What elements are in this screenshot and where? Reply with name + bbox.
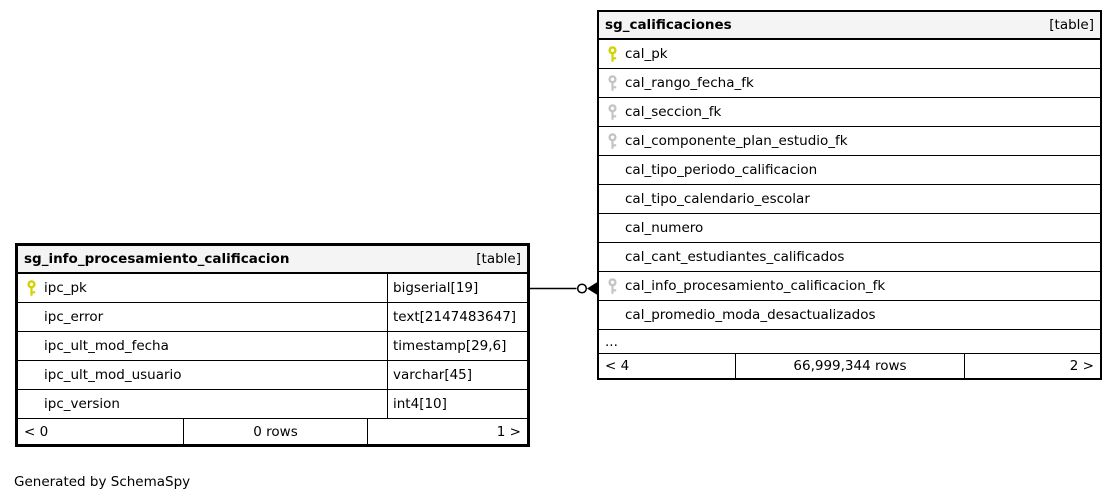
table-stats-footer: < 0 0 rows 1 > [18,419,527,444]
column-row-ipc-pk: ipc_pk bigserial[19] [18,274,527,303]
key-gutter [599,220,625,237]
column-type: bigserial[19] [387,274,527,302]
foreign-key-icon [607,132,617,149]
column-row-ipc-ult-mod-usuario: ipc_ult_mod_usuario varchar[45] [18,361,527,390]
column-name: ipc_version [44,396,120,412]
column-type: timestamp[29,6] [387,332,527,360]
column-row-cal-tipo-calendario-escolar: cal_tipo_calendario_escolar [599,185,1100,214]
key-gutter [18,309,44,326]
parents-count: 1 > [496,423,521,440]
column-name: cal_promedio_moda_desactualizados [625,307,876,323]
table-name[interactable]: sg_calificaciones [605,17,732,33]
column-name: ipc_pk [44,280,87,296]
column-row-cal-tipo-periodo-calificacion: cal_tipo_periodo_calificacion [599,156,1100,185]
key-gutter [599,277,625,295]
children-count: < 4 [605,358,630,374]
key-gutter [599,103,625,121]
key-gutter [18,338,44,355]
fk-relationship-connector [530,282,597,295]
table-type-badge: [table] [1049,17,1094,33]
key-gutter [599,45,625,63]
primary-key-icon [26,279,36,296]
row-count: 66,999,344 rows [735,354,965,378]
column-name: cal_numero [625,220,704,236]
column-row-cal-promedio-moda-desactualizados: cal_promedio_moda_desactualizados [599,301,1100,330]
more-columns-ellipsis: ... [599,330,1100,354]
column-row-cal-pk: cal_pk [599,40,1100,69]
zero-cardinality-circle [576,283,588,294]
table-header: sg_info_procesamiento_calificacion [tabl… [18,246,527,274]
crows-foot-many-marker [587,282,597,295]
column-name: cal_tipo_calendario_escolar [625,191,810,207]
column-row-cal-info-procesamiento-calificacion-fk: cal_info_procesamiento_calificacion_fk [599,272,1100,301]
foreign-key-icon [607,277,617,294]
column-row-ipc-ult-mod-fecha: ipc_ult_mod_fecha timestamp[29,6] [18,332,527,361]
table-stats-footer: < 4 66,999,344 rows 2 > [599,354,1100,378]
column-name: cal_pk [625,46,668,62]
column-name: ipc_ult_mod_usuario [44,367,182,383]
column-row-cal-cant-estudiantes-calificados: cal_cant_estudiantes_calificados [599,243,1100,272]
children-count: < 0 [24,423,49,440]
table-box-sg-info-procesamiento-calificacion: sg_info_procesamiento_calificacion [tabl… [15,243,530,447]
key-gutter [599,307,625,324]
column-row-cal-seccion-fk: cal_seccion_fk [599,98,1100,127]
table-name[interactable]: sg_info_procesamiento_calificacion [24,251,290,267]
key-gutter [599,191,625,208]
column-type: varchar[45] [387,361,527,389]
column-type: text[2147483647] [387,303,527,331]
column-row-ipc-error: ipc_error text[2147483647] [18,303,527,332]
schemaspy-credit: Generated by SchemaSpy [14,474,191,490]
column-name: cal_cant_estudiantes_calificados [625,249,845,265]
key-gutter [18,279,44,297]
key-gutter [599,249,625,266]
column-name: cal_tipo_periodo_calificacion [625,162,818,178]
table-type-badge: [table] [476,251,521,267]
column-row-cal-numero: cal_numero [599,214,1100,243]
table-header: sg_calificaciones [table] [599,12,1100,40]
key-gutter [599,132,625,150]
key-gutter [18,396,44,413]
column-type: int4[10] [387,390,527,418]
column-name: cal_seccion_fk [625,104,722,120]
column-name: ipc_error [44,309,104,325]
column-row-cal-rango-fecha-fk: cal_rango_fecha_fk [599,69,1100,98]
column-name: cal_rango_fecha_fk [625,75,754,91]
table-box-sg-calificaciones: sg_calificaciones [table] cal_pk cal_ran… [597,10,1102,380]
row-count: 0 rows [183,419,368,444]
key-gutter [18,367,44,384]
foreign-key-icon [607,103,617,120]
column-row-ipc-version: ipc_version int4[10] [18,390,527,419]
column-name: cal_info_procesamiento_calificacion_fk [625,278,886,294]
column-name: ipc_ult_mod_fecha [44,338,169,354]
key-gutter [599,74,625,92]
foreign-key-icon [607,74,617,91]
primary-key-icon [607,45,617,62]
column-name: cal_componente_plan_estudio_fk [625,133,848,149]
parents-count: 2 > [1069,358,1094,374]
key-gutter [599,162,625,179]
column-row-cal-componente-plan-estudio-fk: cal_componente_plan_estudio_fk [599,127,1100,156]
